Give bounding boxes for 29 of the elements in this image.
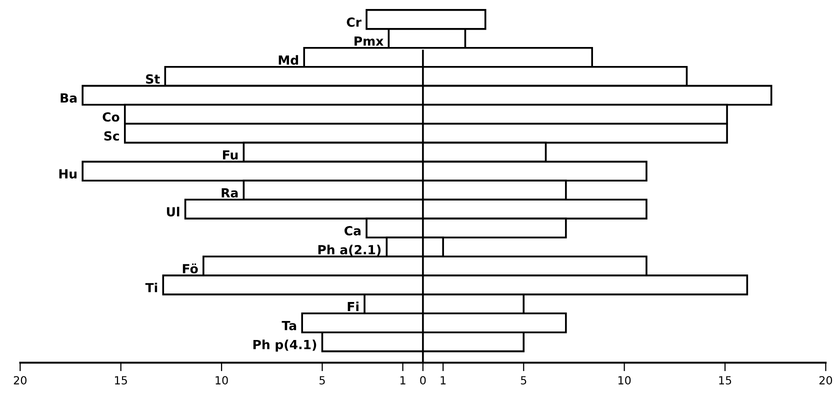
x-tick-label: 15 [719,376,732,384]
y-tick-label: Ra [222,188,238,198]
x-tick-label: 1 [400,376,406,384]
y-tick-label: Co [102,112,120,122]
y-tick-label: Pmx [354,36,384,46]
x-tick-label: 10 [216,376,228,384]
y-tick-label: Ul [166,206,180,217]
x-tick-label: 20 [14,376,26,384]
y-tick-label: Fö [182,264,198,274]
y-tick-label: Fi [348,302,358,312]
y-tick-label: Fu [223,150,238,160]
y-tick-label: Ca [344,226,361,236]
x-tick-label: 5 [320,376,325,384]
y-tick-label: Ph p(4.1) [253,340,316,352]
x-tick-label: 15 [115,376,127,384]
x-tick-label: 0 [420,376,426,384]
y-tick-label: St [146,74,160,84]
y-tick-label: Ba [60,93,77,103]
y-tick-label: Hu [59,169,77,179]
y-tick-label: Md [278,55,298,65]
y-tick-label: Ta [282,321,296,330]
x-tick-label: 5 [520,376,526,384]
x-tick-label: 20 [819,376,832,384]
y-tick-label: Ti [145,282,158,292]
x-tick-label: 1 [440,376,446,384]
y-tick-label: Cr [346,17,362,27]
x-tick-label: 10 [618,376,631,384]
y-tick-label: Sc [104,131,120,141]
y-tick-label: Ph a(2.1) [318,244,381,256]
